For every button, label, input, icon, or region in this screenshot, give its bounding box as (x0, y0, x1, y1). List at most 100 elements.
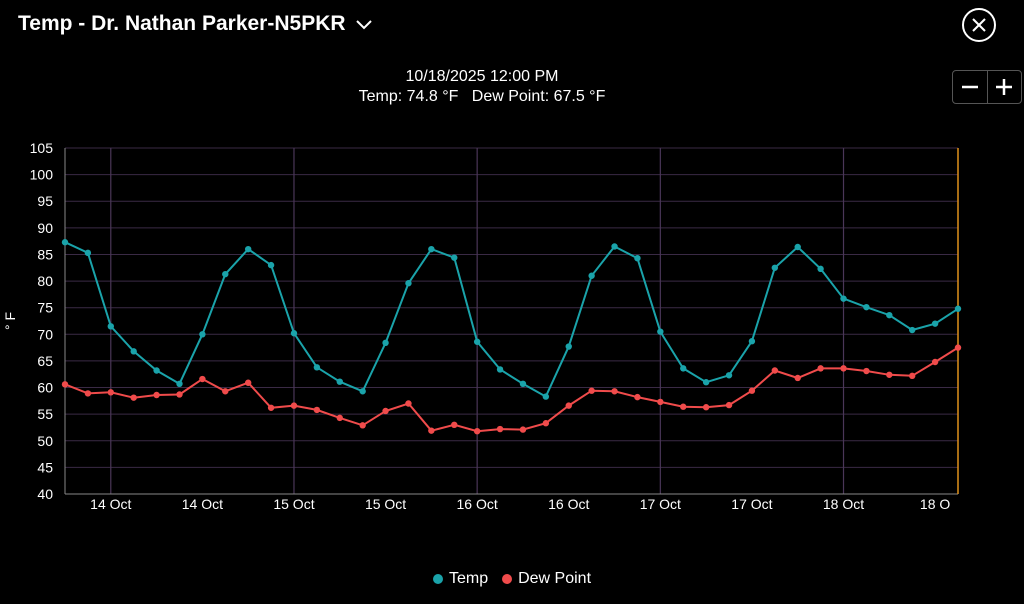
minus-icon (961, 85, 978, 89)
data-point-dew-point (107, 389, 114, 396)
series-line-temp (64, 241, 959, 399)
data-point-dew-point (267, 404, 275, 411)
data-point-temp (313, 364, 321, 371)
data-point-dew-point (680, 403, 687, 410)
x-tick-label: 16 Oct (457, 496, 498, 512)
data-point-dew-point (153, 391, 160, 399)
legend-item-temp[interactable]: Temp (432, 570, 489, 588)
data-point-temp (290, 330, 298, 337)
temperature-chart[interactable]: 40 45 50 55 60 65 70 75 80 85 90 95 100 105 14 Oct 14 O… (0, 130, 1024, 520)
series-line-dew-point (64, 346, 959, 433)
data-point-temp (107, 323, 114, 330)
data-point-temp (634, 254, 641, 262)
x-tick-label: 15 Oct (273, 496, 314, 512)
page-title: Temp - Dr. Nathan Parker-N5PKR (18, 12, 346, 35)
plus-icon (996, 79, 1013, 95)
data-point-temp (909, 326, 916, 334)
readout-temp: Temp: 74.8 °F (358, 88, 459, 105)
data-point-dew-point (313, 406, 321, 414)
data-point-temp (702, 379, 710, 386)
data-point-dew-point (817, 365, 824, 372)
station-selector[interactable]: Temp - Dr. Nathan Parker-N5PKR (18, 12, 374, 36)
data-point-temp (153, 367, 160, 374)
data-point-dew-point (771, 367, 779, 374)
data-point-dew-point (725, 401, 733, 409)
data-point-dew-point (954, 344, 962, 351)
y-tick-label: 50 (37, 433, 53, 449)
data-point-temp (359, 388, 366, 395)
y-tick-label: 75 (37, 300, 53, 316)
data-point-temp (336, 378, 343, 385)
data-point-temp (657, 328, 664, 335)
data-point-dew-point (176, 391, 183, 398)
readout-datetime: 10/18/2025 12:00 PM (405, 68, 559, 85)
data-point-dew-point (931, 358, 939, 366)
data-point-dew-point (840, 365, 847, 372)
y-tick-label: 40 (37, 486, 53, 502)
data-point-dew-point (405, 400, 412, 407)
close-button[interactable] (962, 8, 996, 42)
data-point-temp (199, 331, 206, 338)
data-point-temp (176, 380, 183, 388)
data-point-temp (931, 320, 939, 327)
data-point-dew-point (84, 390, 92, 397)
y-tick-label: 90 (37, 220, 53, 236)
x-tick-label: 18 Oct (823, 496, 864, 512)
data-point-temp (748, 338, 756, 345)
data-point-temp (473, 338, 481, 345)
data-point-temp (817, 265, 824, 273)
readout-dew-point: Dew Point: 67.5 °F (471, 88, 606, 105)
data-point-temp (565, 343, 572, 350)
hover-readout: 10/18/2025 12:00 PM Temp: 74.8 °F Dew Po… (0, 67, 964, 107)
data-point-dew-point (748, 387, 756, 394)
x-tick-label: 14 Oct (90, 496, 131, 512)
zoom-in-button[interactable] (986, 71, 1022, 103)
data-point-temp (680, 365, 687, 372)
data-point-dew-point (451, 421, 458, 428)
data-point-temp (244, 245, 252, 253)
x-tick-label: 16 Oct (548, 496, 589, 512)
data-point-temp (267, 261, 275, 269)
data-point-dew-point (634, 393, 641, 401)
y-tick-label: 45 (37, 459, 53, 475)
data-point-dew-point (496, 425, 504, 433)
data-point-dew-point (382, 407, 389, 415)
y-tick-label: 85 (37, 246, 53, 262)
data-point-temp (840, 295, 847, 302)
data-point-dew-point (130, 394, 137, 401)
data-point-temp (130, 348, 137, 355)
data-point-temp (496, 366, 504, 373)
legend-label-temp: Temp (448, 570, 489, 587)
data-point-dew-point (336, 414, 343, 422)
zoom-out-button[interactable] (953, 71, 987, 103)
data-point-dew-point (657, 398, 664, 406)
x-tick-label: 17 Oct (731, 496, 772, 512)
data-point-dew-point (222, 388, 229, 395)
data-point-temp (428, 245, 435, 253)
close-icon (972, 18, 986, 32)
data-point-dew-point (863, 367, 870, 375)
data-point-temp (519, 380, 527, 388)
chart-legend: Temp Dew Point (0, 570, 1024, 588)
data-point-temp (863, 303, 870, 311)
data-point-temp (886, 311, 893, 319)
data-point-temp (382, 339, 389, 347)
data-point-dew-point (909, 372, 916, 380)
data-point-dew-point (611, 388, 618, 395)
data-point-dew-point (542, 420, 550, 427)
data-point-temp (222, 270, 229, 278)
x-tick-label: 15 Oct (365, 496, 406, 512)
y-tick-label: 95 (37, 193, 53, 209)
zoom-controls (952, 70, 1022, 104)
data-point-dew-point (473, 427, 481, 435)
data-point-dew-point (886, 371, 893, 378)
y-tick-label: 65 (37, 353, 53, 369)
y-tick-label: 60 (37, 380, 53, 396)
data-point-dew-point (359, 422, 366, 429)
data-point-temp (84, 249, 92, 257)
legend-item-dew-point[interactable]: Dew Point (502, 570, 591, 588)
x-tick-label: 14 Oct (182, 496, 223, 512)
data-point-temp (61, 239, 69, 246)
data-point-temp (588, 272, 595, 279)
data-point-dew-point (565, 402, 572, 409)
